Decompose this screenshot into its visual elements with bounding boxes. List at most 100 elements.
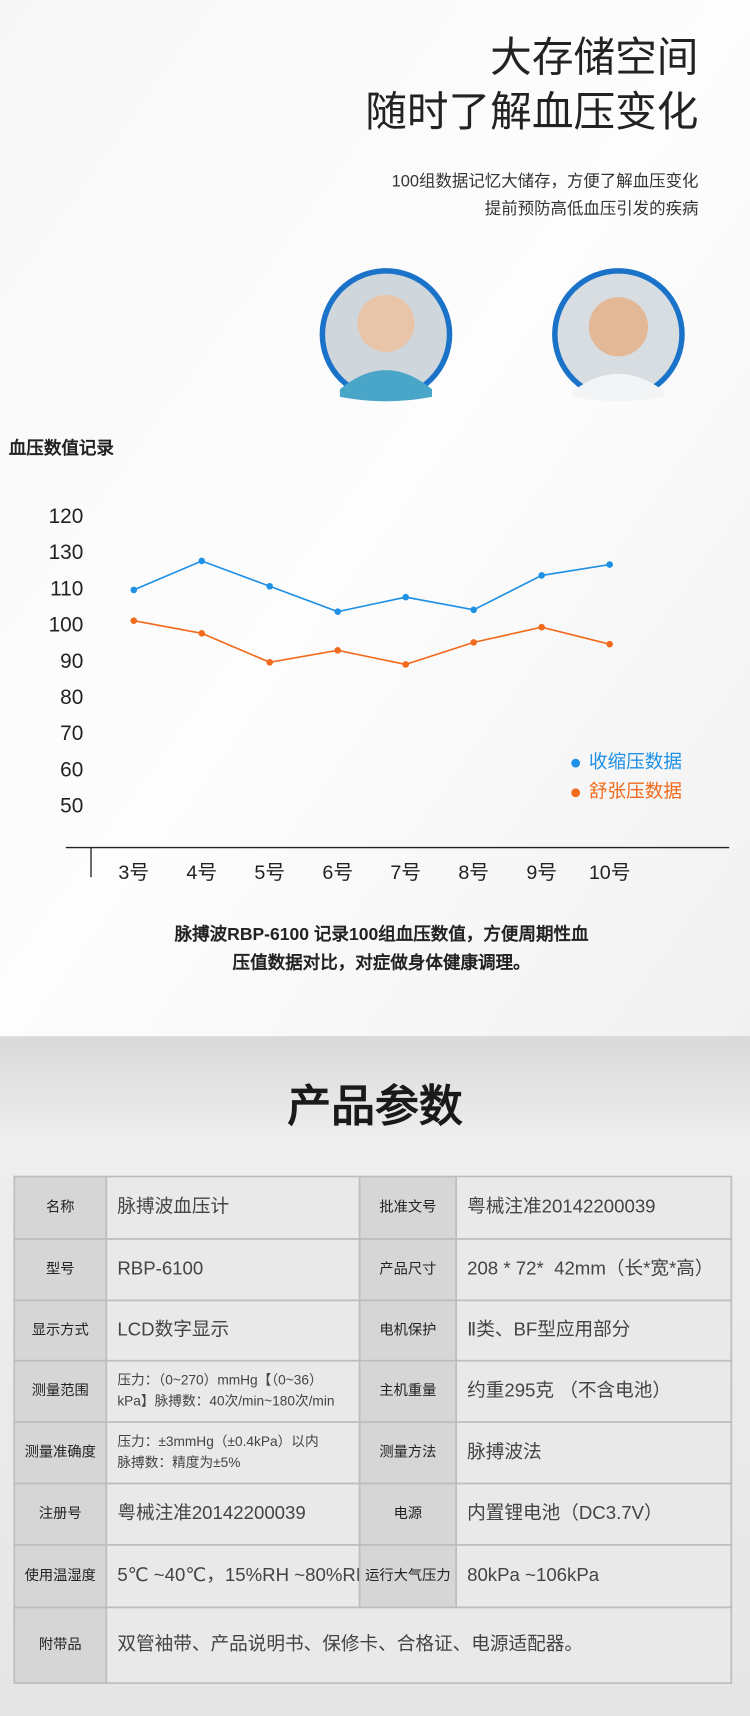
y-tick-label: 90: [60, 650, 83, 673]
value-text: 内置锂电池（DC3.7V）: [467, 1502, 663, 1523]
legend-label: 收缩压数据: [589, 751, 682, 772]
point: [470, 606, 477, 614]
point: [470, 639, 477, 646]
avatar: [319, 268, 453, 402]
x-tick-label: 10号: [589, 862, 631, 884]
value-cell: [105, 1421, 361, 1485]
headline: 随时了解血压变化: [365, 88, 698, 135]
point: [538, 623, 545, 631]
y-tick-label: 130: [49, 541, 84, 564]
point: [334, 647, 342, 654]
label-text: 电源: [394, 1505, 423, 1522]
caption: 脉搏波RBP-6100 记录100组血压数值，方便周期性血: [174, 924, 589, 944]
point: [266, 583, 274, 590]
label-text: 电机保护: [379, 1321, 436, 1338]
value-text: 脉搏波法: [467, 1441, 542, 1462]
point: [334, 608, 342, 615]
legend-label: 舒张压数据: [589, 781, 682, 802]
y-tick-label: 80: [60, 686, 83, 709]
section-title: 产品参数: [287, 1082, 463, 1131]
point: [606, 561, 613, 568]
label-text: 显示方式: [32, 1321, 89, 1338]
value-cell: [455, 1544, 733, 1609]
headline: 大存储空间: [490, 33, 698, 80]
caption: 压值数据对比，对症做身体健康调理。: [233, 952, 531, 972]
point: [266, 658, 274, 666]
point: [130, 586, 138, 594]
value-text: 80kPa ~106kPa: [467, 1564, 600, 1585]
value-text: 粤械注准20142200039: [117, 1502, 305, 1523]
value-text: 压力：±3mmHg（±0.4kPa）以内: [117, 1434, 318, 1449]
point: [130, 617, 138, 624]
line: [133, 619, 610, 666]
label-text: 测量方法: [379, 1444, 436, 1461]
value-text: Ⅱ类、BF型应用部分: [467, 1319, 630, 1340]
y-tick-label: 60: [60, 758, 83, 781]
label-cell: [13, 1238, 108, 1302]
value-cell: [455, 1421, 733, 1485]
label-cell: [13, 1482, 108, 1546]
avatar: [552, 268, 685, 402]
line: [133, 560, 610, 613]
label-text: 批准文号: [379, 1199, 436, 1216]
y-tick-label: 100: [49, 614, 84, 637]
label-cell: [358, 1175, 457, 1240]
label-text: 产品尺寸: [379, 1260, 436, 1277]
value-text: 脉搏数：精度为±5%: [117, 1454, 240, 1470]
value-text: 双管袖带、产品说明书、保修卡、合格证、电源适配器。: [117, 1633, 583, 1654]
value-cell: [455, 1238, 733, 1302]
label-text: 注册号: [39, 1505, 82, 1522]
subtitle: 提前预防高低血压引发的疾病: [485, 200, 699, 218]
y-tick-label: 110: [50, 577, 83, 600]
label-cell: [13, 1421, 108, 1485]
value-text: 压力：（0~270）mmHg【（0~36）: [117, 1373, 322, 1388]
label-cell: [358, 1544, 457, 1609]
value-text: kPa】脉搏数：40次/min~180次/min: [117, 1392, 334, 1408]
label-text: 测量范围: [32, 1382, 89, 1399]
label-text: 主机重量: [379, 1382, 436, 1399]
chart-title: 血压数值记录: [9, 438, 115, 458]
label-cell: [13, 1359, 108, 1423]
top-background: [0, 0, 750, 1037]
value-text: 5℃ ~40℃，15%RH ~80%RH: [117, 1564, 369, 1585]
value-cell: [455, 1482, 733, 1546]
label-text: 运行大气压力: [365, 1567, 451, 1584]
value-text: 208 * 72* 42mm（长*宽*高）: [467, 1258, 713, 1279]
y-tick-label: 50: [60, 795, 83, 818]
point: [402, 593, 409, 601]
y-tick-label: 70: [60, 722, 83, 745]
label-text: 型号: [46, 1260, 75, 1277]
point: [538, 572, 545, 579]
label-cell: [358, 1421, 457, 1485]
label-cell: [358, 1359, 457, 1423]
x-tick-label: 7号: [390, 862, 421, 884]
label-text: 使用温湿度: [25, 1567, 96, 1584]
legend-marker: [571, 788, 581, 798]
x-tick-label: 5号: [254, 862, 285, 884]
value-text: 约重295克 （不含电池）: [467, 1379, 671, 1400]
label-text: 测量准确度: [25, 1444, 96, 1461]
value-text: LCD数字显示: [117, 1319, 229, 1340]
legend-marker: [571, 758, 581, 768]
value-text: RBP-6100: [117, 1258, 203, 1279]
value-cell: [105, 1544, 361, 1609]
subtitle: 100组数据记忆大储存，方便了解血压变化: [392, 172, 699, 190]
y-tick-label: 120: [49, 505, 84, 528]
point: [606, 640, 613, 648]
label-cell: [13, 1299, 108, 1362]
x-tick-label: 8号: [458, 862, 489, 884]
x-tick-label: 4号: [186, 862, 217, 884]
label-cell: [358, 1238, 457, 1302]
value-text: 脉搏波血压计: [117, 1196, 229, 1217]
value-cell: [455, 1359, 733, 1423]
label-text: 名称: [46, 1199, 75, 1216]
value-cell: [105, 1359, 361, 1423]
x-tick-label: 6号: [322, 862, 353, 884]
x-tick-label: 3号: [118, 862, 149, 884]
label-text: 附带品: [39, 1636, 82, 1653]
value-cell: [105, 1482, 361, 1546]
point: [198, 557, 206, 565]
point: [198, 630, 206, 637]
label-cell: [358, 1299, 457, 1362]
